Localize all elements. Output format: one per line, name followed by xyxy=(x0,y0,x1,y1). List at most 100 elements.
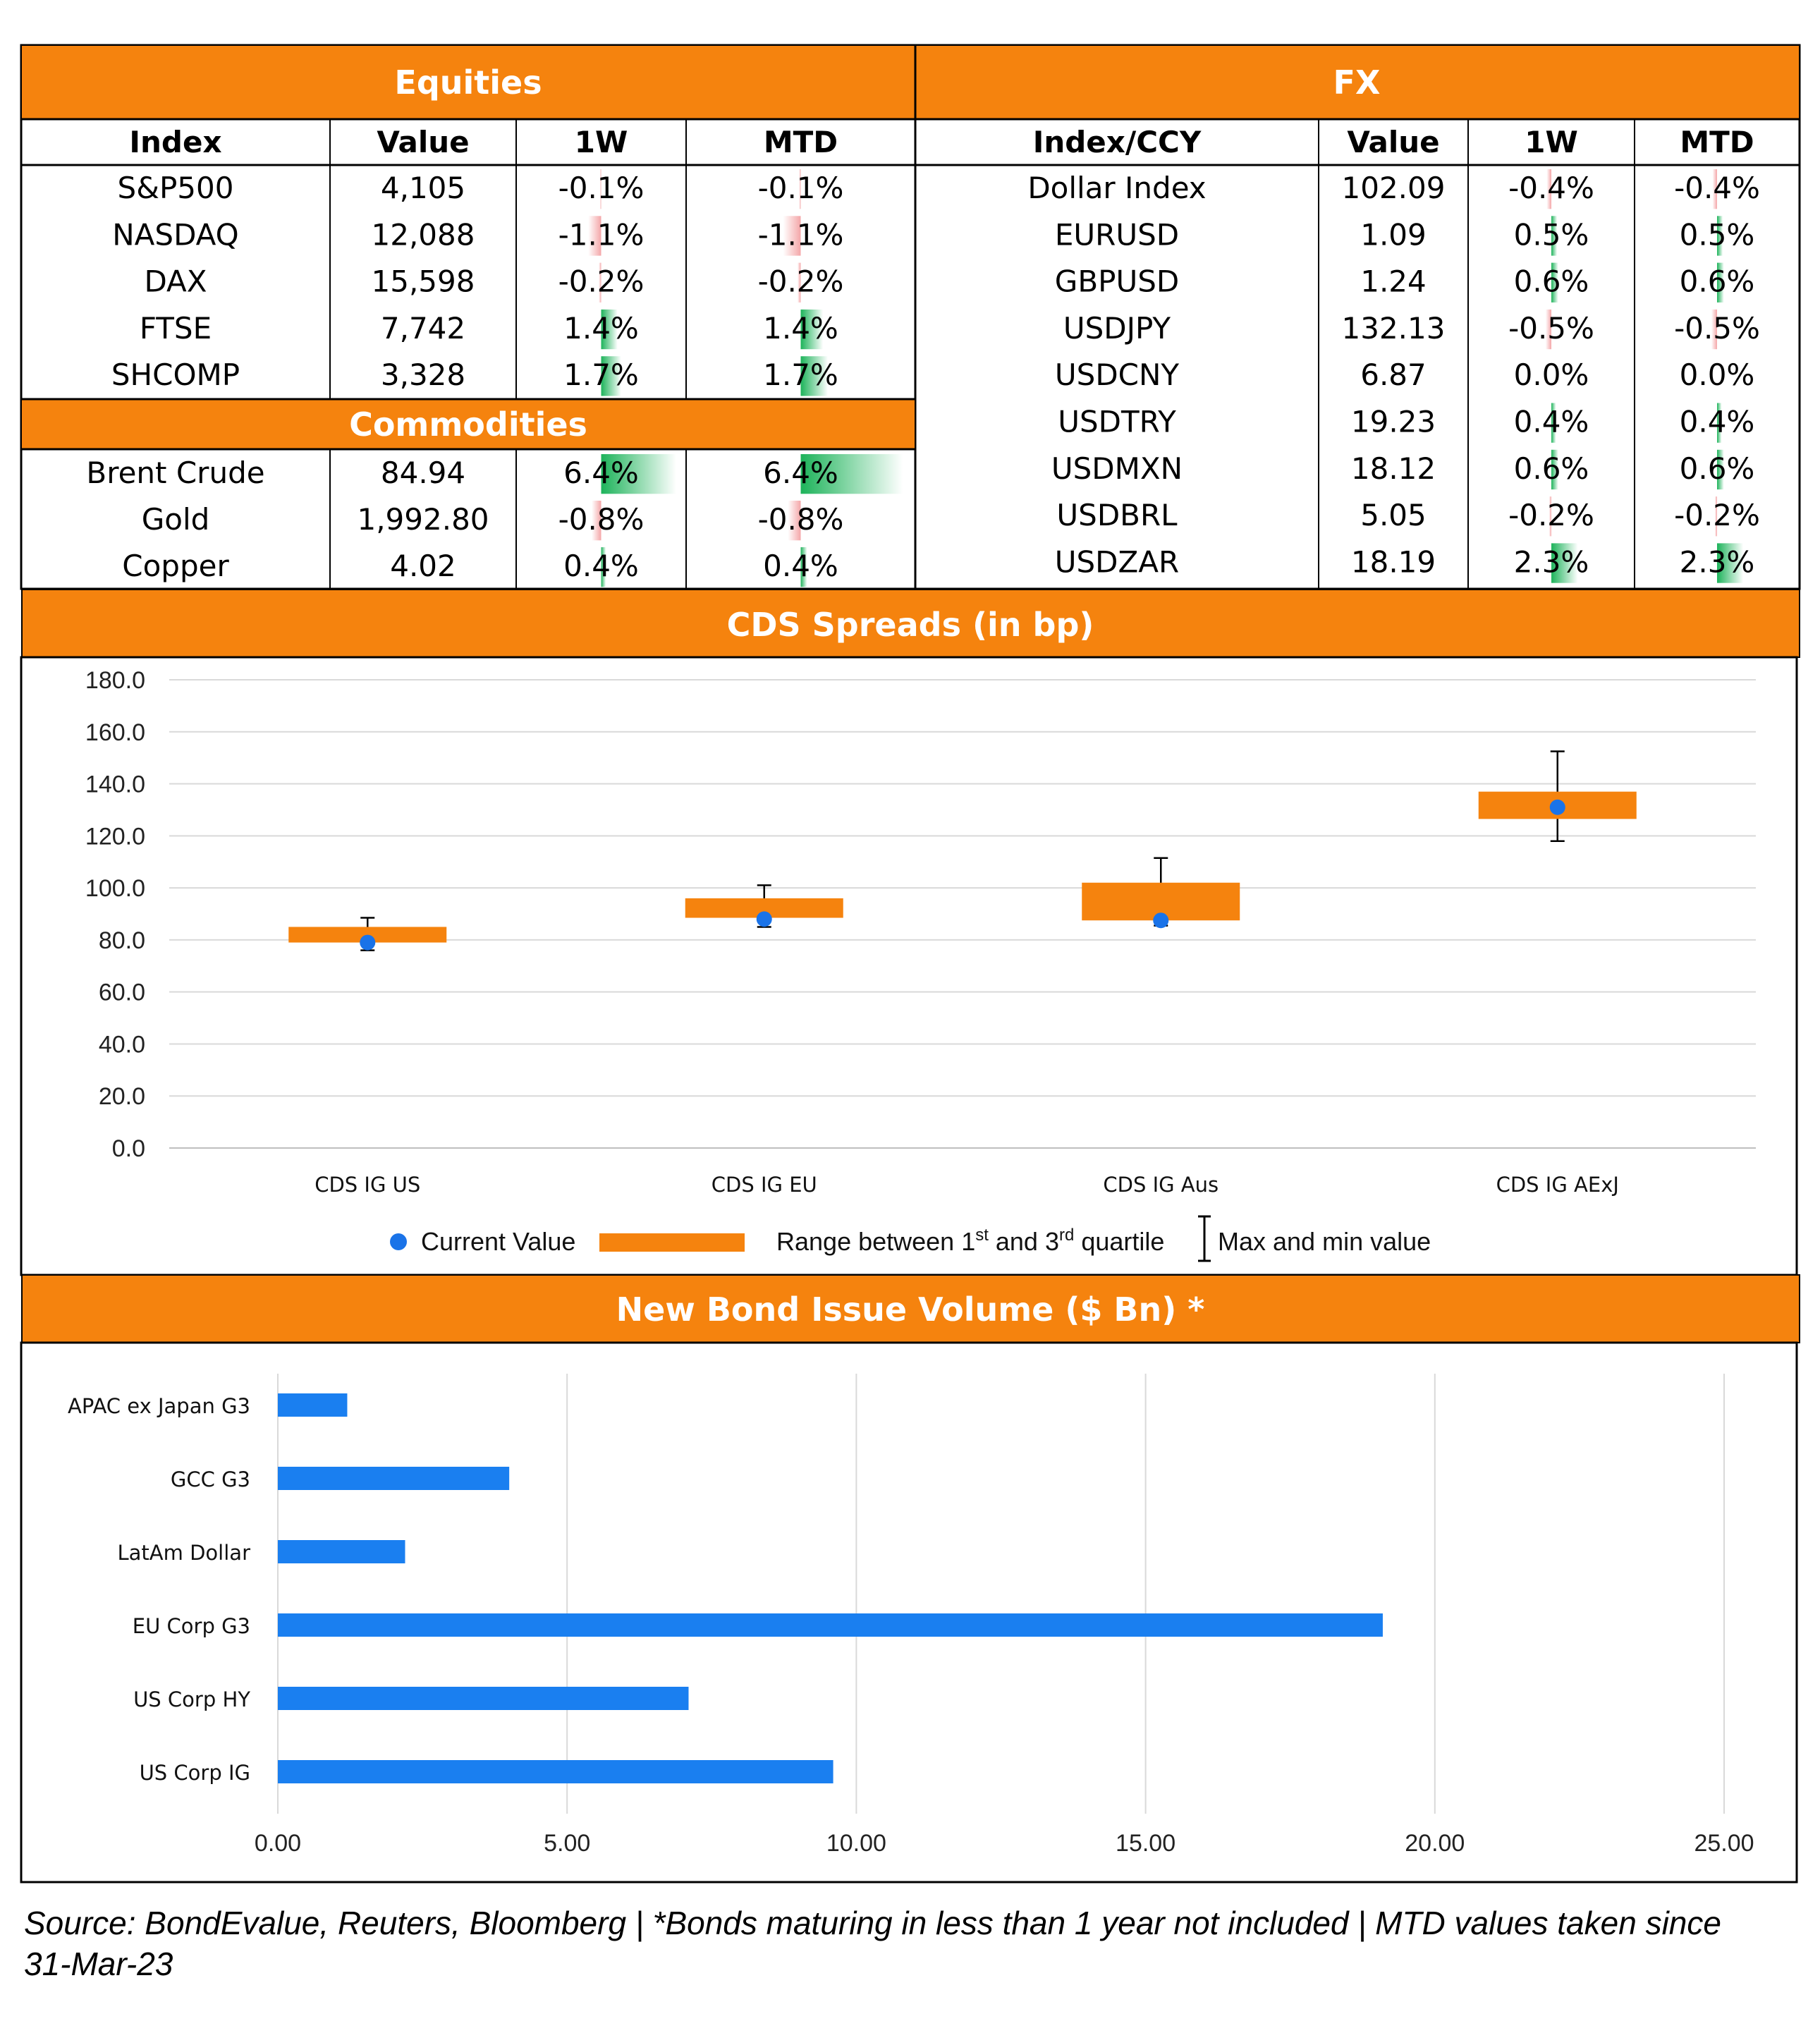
cds-ytick-label: 0.0 xyxy=(112,1135,145,1162)
fx-usdtry-value: 19.23 xyxy=(1351,405,1436,439)
bond-xtick-label: 10.00 xyxy=(826,1830,886,1857)
fx-dollar-index-mtd-bar xyxy=(1712,169,1717,209)
fx-usdzar-1w: 2.3% xyxy=(1514,544,1589,579)
fx-usdbrl-mtd-bar xyxy=(1714,496,1717,537)
fx-dollar-index-value: 102.09 xyxy=(1342,171,1446,205)
fx-usdmxn-mtd: 0.6% xyxy=(1680,451,1755,486)
equity-ftse-value: 7,742 xyxy=(381,311,465,346)
fx-dollar-index-1w-bar xyxy=(1546,169,1551,209)
fx-col-value: Value xyxy=(1347,125,1439,159)
fx-gbpusd-1w-bar xyxy=(1551,262,1558,303)
fx-gbpusd-1w: 0.6% xyxy=(1514,264,1589,299)
equity-shcomp-mtd: 1.7% xyxy=(763,358,838,392)
equity-ftse-mtd: 1.4% xyxy=(763,311,838,346)
commodity-gold-value: 1,992.80 xyxy=(357,502,489,537)
equity-nasdaq-value: 12,088 xyxy=(372,217,475,252)
equity-nasdaq-1w-bar xyxy=(588,216,601,256)
cds-cds-ig-aexj-current-dot xyxy=(1549,799,1565,815)
equity-nasdaq-1w: -1.1% xyxy=(558,217,645,252)
cds-ytick-label: 60.0 xyxy=(99,979,145,1006)
commodity-copper-value: 4.02 xyxy=(390,549,456,583)
fx-usdcny-name: USDCNY xyxy=(1055,358,1179,392)
commodity-copper-1w: 0.4% xyxy=(563,549,639,583)
fx-usdtry-1w-bar xyxy=(1551,403,1556,443)
fx-gbpusd-value: 1.24 xyxy=(1360,264,1427,299)
equity-s-p500-mtd-bar xyxy=(799,169,801,209)
fx-usdbrl-name: USDBRL xyxy=(1056,498,1178,532)
equities-title: Equities xyxy=(394,63,542,102)
legend-current-label: Current Value xyxy=(421,1227,575,1256)
bond-apac-ex-japan-g3-label: APAC ex Japan G3 xyxy=(68,1394,250,1418)
bond-us-corp-ig-label: US Corp IG xyxy=(140,1761,250,1785)
legend-range-label: Range between 1st and 3rd quartile xyxy=(776,1226,1164,1256)
fx-eurusd-1w: 0.5% xyxy=(1514,217,1589,252)
fx-eurusd-mtd-bar xyxy=(1717,216,1723,256)
fx-col-1w: 1W xyxy=(1525,125,1578,159)
commodity-copper-name: Copper xyxy=(122,549,229,583)
commodity-brent-crude-name: Brent Crude xyxy=(86,456,264,490)
equity-nasdaq-mtd-bar xyxy=(783,216,801,256)
fx-usdzar-1w-bar xyxy=(1551,543,1578,583)
equity-dax-1w-bar xyxy=(599,262,601,303)
fx-usdtry-mtd: 0.4% xyxy=(1680,405,1755,439)
commodity-gold-mtd: -0.8% xyxy=(758,502,844,537)
cds-ytick-label: 120.0 xyxy=(85,823,145,850)
commodity-gold-mtd-bar xyxy=(788,501,801,541)
bond-us-corp-ig-bar xyxy=(278,1760,833,1783)
fx-usdtry-1w: 0.4% xyxy=(1514,405,1589,439)
equities-col-1w: 1W xyxy=(575,125,628,159)
cds-title: CDS Spreads (in bp) xyxy=(727,606,1094,644)
bond-gcc-g3-bar xyxy=(278,1467,510,1490)
commodity-brent-crude-1w-bar xyxy=(601,454,677,494)
commodity-brent-crude-mtd: 6.4% xyxy=(763,456,838,490)
fx-eurusd-name: EURUSD xyxy=(1055,217,1179,252)
equity-shcomp-value: 3,328 xyxy=(381,358,465,392)
cds-ytick-label: 20.0 xyxy=(99,1083,145,1110)
equity-dax-value: 15,598 xyxy=(372,264,475,299)
fx-usdmxn-1w-bar xyxy=(1551,449,1558,490)
cds-cds-ig-us-iqr-box xyxy=(288,927,447,943)
fx-usdcny-mtd: 0.0% xyxy=(1680,358,1755,392)
equity-dax-1w: -0.2% xyxy=(558,264,645,299)
bond-xtick-label: 20.00 xyxy=(1405,1830,1465,1857)
fx-gbpusd-mtd: 0.6% xyxy=(1680,264,1755,299)
cds-ytick-label: 40.0 xyxy=(99,1031,145,1058)
fx-usdbrl-mtd: -0.2% xyxy=(1674,498,1760,532)
fx-usdjpy-1w: -0.5% xyxy=(1508,311,1594,346)
cds-ytick-label: 80.0 xyxy=(99,927,145,954)
fx-usdmxn-value: 18.12 xyxy=(1351,451,1436,486)
cds-cds-ig-aus-current-dot xyxy=(1153,912,1169,929)
fx-usdzar-mtd: 2.3% xyxy=(1680,544,1755,579)
fx-usdjpy-value: 132.13 xyxy=(1342,311,1446,346)
fx-usdjpy-mtd-bar xyxy=(1711,309,1717,350)
legend-range-part: quartile xyxy=(1074,1227,1164,1256)
commodities-header-bg xyxy=(22,400,915,448)
fx-dollar-index-mtd: -0.4% xyxy=(1674,171,1760,205)
equity-s-p500-1w-bar xyxy=(599,169,601,209)
legend-range-part: and 3 xyxy=(989,1227,1059,1256)
equities-col-index: Index xyxy=(129,125,221,159)
bond-us-corp-hy-label: US Corp HY xyxy=(133,1687,250,1711)
cds-ytick-label: 140.0 xyxy=(85,771,145,798)
equity-ftse-name: FTSE xyxy=(140,311,212,346)
equity-dax-name: DAX xyxy=(144,264,207,299)
fx-col-mtd: MTD xyxy=(1680,125,1754,159)
equity-shcomp-mtd-bar xyxy=(800,356,828,396)
commodity-copper-mtd: 0.4% xyxy=(763,549,838,583)
fx-usdjpy-mtd: -0.5% xyxy=(1674,311,1760,346)
fx-usdmxn-1w: 0.6% xyxy=(1514,451,1589,486)
commodity-brent-crude-value: 84.94 xyxy=(381,456,465,490)
fx-usdmxn-name: USDMXN xyxy=(1051,451,1183,486)
fx-usdbrl-1w: -0.2% xyxy=(1508,498,1594,532)
fx-usdcny-value: 6.87 xyxy=(1360,358,1427,392)
fx-usdjpy-1w-bar xyxy=(1545,309,1551,350)
commodities-title: Commodities xyxy=(349,405,587,444)
cds-cds-ig-eu-current-dot xyxy=(756,911,772,927)
bond-latam-dollar-label: LatAm Dollar xyxy=(118,1541,251,1565)
bond-latam-dollar-bar xyxy=(278,1540,405,1563)
bond-xtick-label: 5.00 xyxy=(544,1830,590,1857)
fx-usdzar-value: 18.19 xyxy=(1351,544,1436,579)
commodity-copper-mtd-bar xyxy=(800,547,807,587)
equity-s-p500-value: 4,105 xyxy=(381,171,465,205)
legend-range-marker xyxy=(599,1233,745,1252)
